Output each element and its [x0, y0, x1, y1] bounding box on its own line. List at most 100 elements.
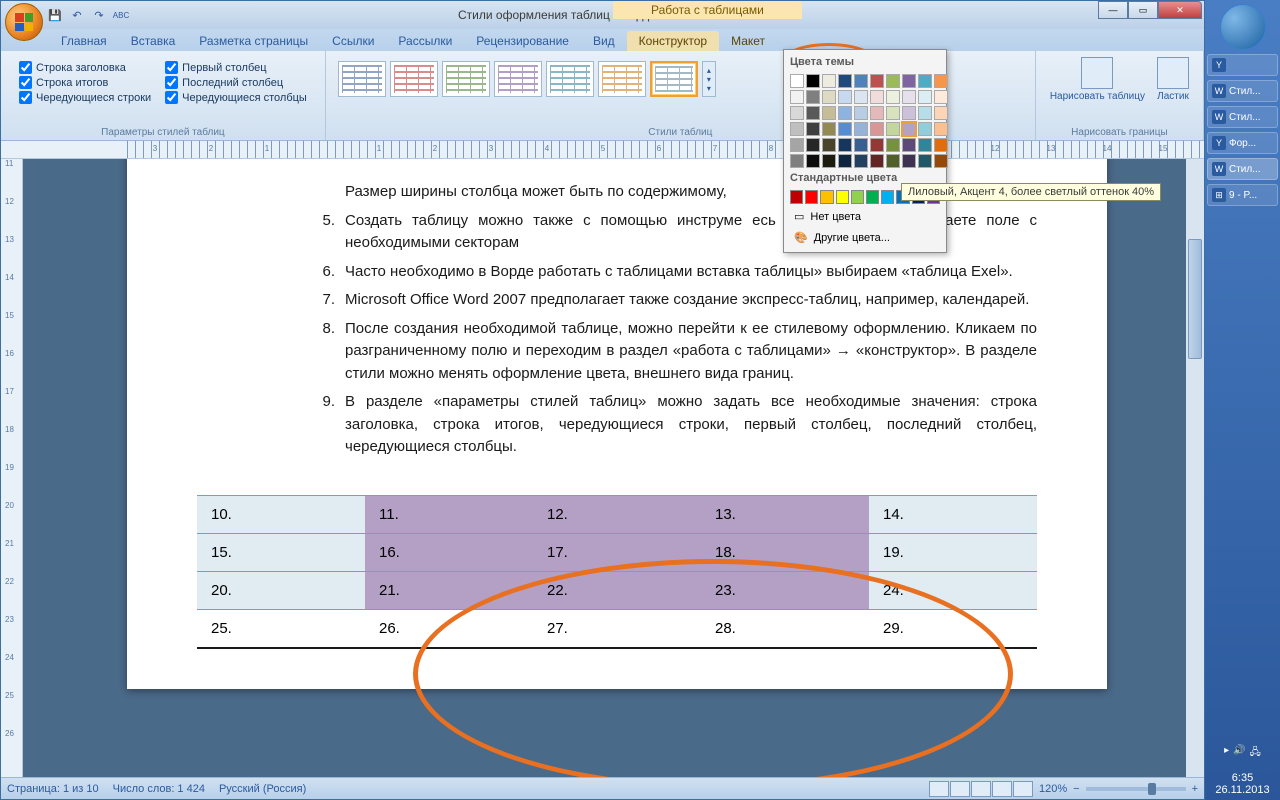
- table-cell[interactable]: 23.: [701, 571, 869, 609]
- clock[interactable]: 6:3526.11.2013: [1205, 772, 1280, 796]
- redo-icon[interactable]: ↷: [89, 5, 109, 25]
- table-cell[interactable]: 20.: [197, 571, 365, 609]
- table-cell[interactable]: 18.: [701, 533, 869, 571]
- color-swatch[interactable]: [851, 190, 864, 204]
- color-swatch[interactable]: [886, 90, 900, 104]
- zoom-out-icon[interactable]: −: [1073, 783, 1079, 795]
- color-swatch[interactable]: [902, 154, 916, 168]
- table-style-thumb[interactable]: [338, 61, 386, 97]
- document-page[interactable]: Размер ширины столбца может быть по соде…: [127, 159, 1107, 689]
- system-tray[interactable]: ▸🔊🖧: [1205, 745, 1280, 762]
- table-cell[interactable]: 25.: [197, 609, 365, 648]
- color-swatch[interactable]: [918, 154, 932, 168]
- color-swatch[interactable]: [870, 122, 884, 136]
- table-cell[interactable]: 22.: [533, 571, 701, 609]
- spellcheck-icon[interactable]: ABC: [111, 5, 131, 25]
- taskbar-item[interactable]: WСтил...: [1207, 80, 1278, 102]
- color-swatch[interactable]: [918, 138, 932, 152]
- color-swatch[interactable]: [838, 90, 852, 104]
- color-swatch[interactable]: [854, 90, 868, 104]
- ribbon-tab-Рассылки[interactable]: Рассылки: [386, 31, 464, 51]
- color-swatch[interactable]: [881, 190, 894, 204]
- table-cell[interactable]: 26.: [365, 609, 533, 648]
- table-cell[interactable]: 28.: [701, 609, 869, 648]
- page-indicator[interactable]: Страница: 1 из 10: [7, 783, 99, 795]
- taskbar-item[interactable]: Y: [1207, 54, 1278, 76]
- color-swatch[interactable]: [790, 154, 804, 168]
- color-swatch[interactable]: [866, 190, 879, 204]
- table-style-thumb[interactable]: [494, 61, 542, 97]
- save-icon[interactable]: 💾: [45, 5, 65, 25]
- ribbon-tab-Главная[interactable]: Главная: [49, 31, 119, 51]
- ribbon-tab-Ссылки[interactable]: Ссылки: [320, 31, 386, 51]
- color-swatch[interactable]: [886, 122, 900, 136]
- list-item[interactable]: 6.Часто необходимо в Ворде работать с та…: [307, 261, 1037, 284]
- color-swatch[interactable]: [806, 138, 820, 152]
- color-swatch[interactable]: [790, 122, 804, 136]
- horizontal-ruler[interactable]: 3211234567891011121314151617: [1, 141, 1204, 159]
- ribbon-tab-Разметка страницы[interactable]: Разметка страницы: [187, 31, 320, 51]
- color-swatch[interactable]: [822, 138, 836, 152]
- color-swatch[interactable]: [790, 106, 804, 120]
- color-swatch[interactable]: [854, 74, 868, 88]
- color-swatch[interactable]: [870, 74, 884, 88]
- color-swatch[interactable]: [902, 106, 916, 120]
- color-swatch[interactable]: [934, 138, 948, 152]
- last-column-checkbox[interactable]: Последний столбец: [165, 76, 307, 89]
- color-swatch[interactable]: [805, 190, 818, 204]
- color-swatch[interactable]: [870, 90, 884, 104]
- table-cell[interactable]: 29.: [869, 609, 1037, 648]
- table-style-thumb[interactable]: [390, 61, 438, 97]
- more-colors-item[interactable]: 🎨Другие цвета...: [788, 227, 942, 248]
- table-cell[interactable]: 16.: [365, 533, 533, 571]
- color-swatch[interactable]: [822, 90, 836, 104]
- zoom-level[interactable]: 120%: [1039, 783, 1067, 795]
- draw-table-button[interactable]: Нарисовать таблицу: [1044, 55, 1151, 104]
- color-swatch[interactable]: [854, 154, 868, 168]
- table-cell[interactable]: 11.: [365, 495, 533, 533]
- table-style-thumb[interactable]: [598, 61, 646, 97]
- ribbon-tab-Макет[interactable]: Макет: [719, 31, 777, 51]
- color-swatch[interactable]: [902, 90, 916, 104]
- taskbar-item[interactable]: ⊞9 - P...: [1207, 184, 1278, 206]
- color-swatch[interactable]: [886, 154, 900, 168]
- color-swatch[interactable]: [838, 122, 852, 136]
- color-swatch[interactable]: [790, 138, 804, 152]
- table-cell[interactable]: 27.: [533, 609, 701, 648]
- ribbon-tab-Конструктор[interactable]: Конструктор: [627, 31, 719, 51]
- first-column-checkbox[interactable]: Первый столбец: [165, 61, 307, 74]
- color-swatch[interactable]: [934, 122, 948, 136]
- color-swatch[interactable]: [918, 122, 932, 136]
- table-style-thumb[interactable]: [442, 61, 490, 97]
- color-swatch[interactable]: [902, 74, 916, 88]
- color-swatch[interactable]: [886, 138, 900, 152]
- color-swatch[interactable]: [820, 190, 833, 204]
- color-swatch[interactable]: [790, 190, 803, 204]
- color-swatch[interactable]: [902, 122, 916, 136]
- ribbon-tab-Вид[interactable]: Вид: [581, 31, 627, 51]
- color-swatch[interactable]: [918, 90, 932, 104]
- list-item[interactable]: 7.Microsoft Office Word 2007 предполагае…: [307, 289, 1037, 312]
- close-button[interactable]: ✕: [1158, 1, 1202, 19]
- color-swatch[interactable]: [934, 90, 948, 104]
- ribbon-tab-Рецензирование[interactable]: Рецензирование: [464, 31, 581, 51]
- table-cell[interactable]: 13.: [701, 495, 869, 533]
- undo-icon[interactable]: ↶: [67, 5, 87, 25]
- color-swatch[interactable]: [934, 154, 948, 168]
- maximize-button[interactable]: ▭: [1128, 1, 1158, 19]
- table-cell[interactable]: 10.: [197, 495, 365, 533]
- eraser-button[interactable]: Ластик: [1151, 55, 1195, 104]
- color-swatch[interactable]: [790, 90, 804, 104]
- zoom-in-icon[interactable]: +: [1192, 783, 1198, 795]
- color-swatch[interactable]: [886, 74, 900, 88]
- color-swatch[interactable]: [822, 122, 836, 136]
- color-swatch[interactable]: [934, 74, 948, 88]
- total-row-checkbox[interactable]: Строка итогов: [19, 76, 151, 89]
- color-swatch[interactable]: [822, 154, 836, 168]
- color-swatch[interactable]: [934, 106, 948, 120]
- color-swatch[interactable]: [822, 74, 836, 88]
- color-swatch[interactable]: [854, 138, 868, 152]
- gallery-more-button[interactable]: ▴▾▾: [702, 61, 716, 97]
- color-swatch[interactable]: [902, 138, 916, 152]
- banded-rows-checkbox[interactable]: Чередующиеся строки: [19, 91, 151, 104]
